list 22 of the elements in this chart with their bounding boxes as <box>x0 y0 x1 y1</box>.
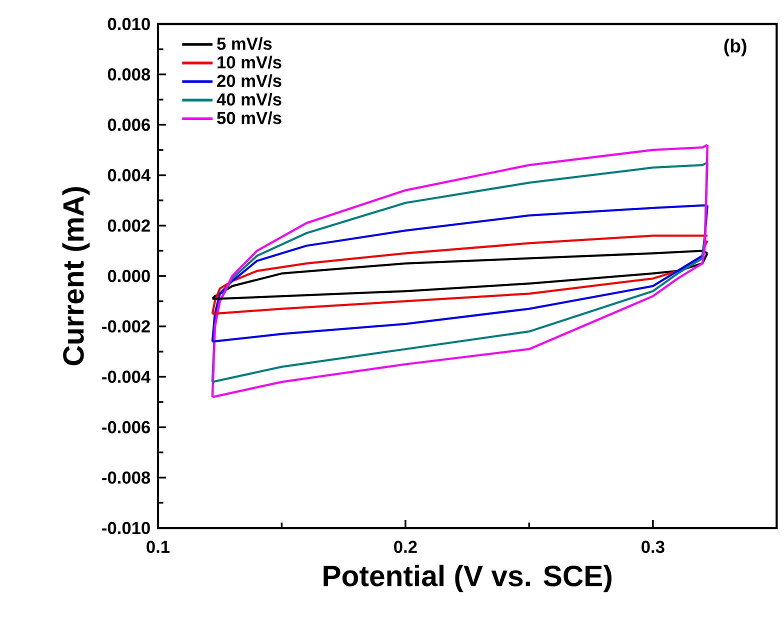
x-axis-title: Potential (V vs. SCE) <box>324 564 612 592</box>
y-tick-label: 0.000 <box>108 270 150 282</box>
legend-label: 20 mV/s <box>217 74 282 88</box>
x-tick-label: 0.2 <box>394 540 417 553</box>
legend-label: 40 mV/s <box>216 92 282 106</box>
y-tick-label: -0.002 <box>102 320 150 333</box>
legend-label: 5 mV/s <box>217 37 272 50</box>
legend-label: 50 mV/s <box>217 111 282 124</box>
y-tick-label: -0.004 <box>102 370 151 383</box>
y-tick-label: 0.010 <box>108 18 150 30</box>
y-tick-label: 0.008 <box>108 68 150 81</box>
y-tick-label: -0.006 <box>102 421 150 434</box>
x-tick-label: 0.1 <box>146 540 170 553</box>
y-tick-label: -0.008 <box>102 471 150 484</box>
annotation: (b) <box>724 38 746 56</box>
y-tick-label: 0.004 <box>108 169 151 182</box>
y-tick-label: -0.010 <box>102 522 150 534</box>
y-tick-label: 0.006 <box>108 118 150 131</box>
legend-label: 10 mV/s <box>218 56 282 69</box>
x-tick-label: 0.3 <box>642 540 664 554</box>
y-tick-label: 0.002 <box>108 219 150 232</box>
y-axis-title: Current (mA) <box>62 187 90 366</box>
